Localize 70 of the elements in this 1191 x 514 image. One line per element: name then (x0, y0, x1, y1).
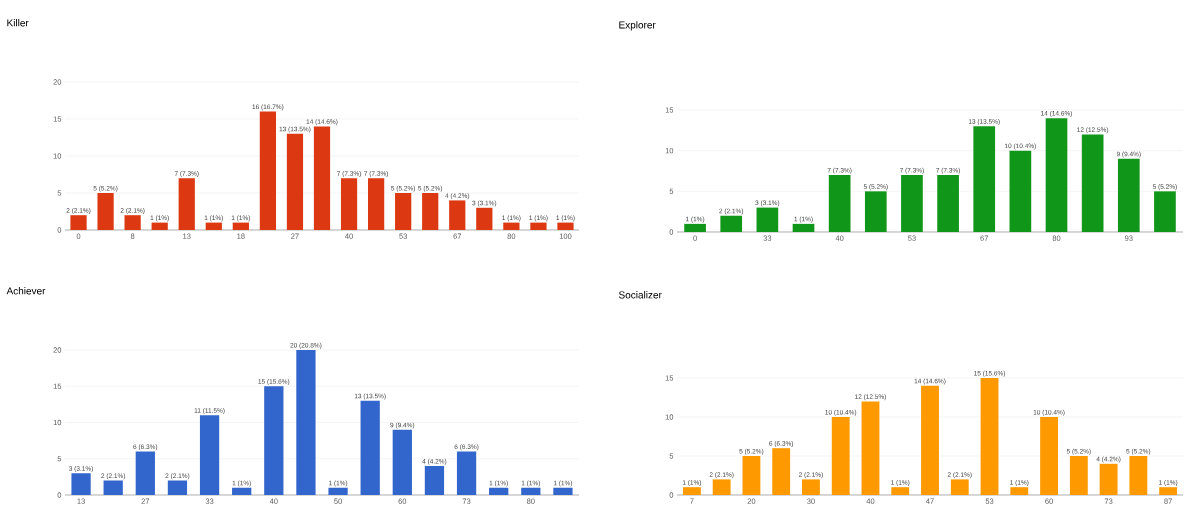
bar (682, 487, 701, 495)
bar (756, 207, 779, 232)
bar (1159, 487, 1178, 495)
bar (367, 178, 385, 230)
bar (313, 126, 331, 230)
bar (973, 126, 996, 232)
bar (70, 215, 87, 230)
bar (1099, 463, 1118, 495)
bar (1040, 417, 1058, 495)
bar (360, 400, 380, 495)
bar (712, 479, 731, 495)
bar (828, 175, 851, 232)
bar (503, 222, 520, 230)
bar (151, 222, 168, 230)
bar (395, 192, 412, 230)
bar (980, 378, 999, 495)
chart-title: Killer (7, 19, 29, 27)
bar (1154, 191, 1176, 232)
bar (178, 178, 195, 230)
bar (1045, 118, 1068, 232)
bar (71, 473, 91, 495)
bar (1010, 487, 1029, 495)
bar (199, 415, 220, 495)
bar (264, 386, 284, 495)
bar (861, 401, 880, 495)
bar (1081, 134, 1104, 232)
bar (340, 178, 358, 230)
bar (792, 223, 815, 232)
bar (937, 175, 959, 232)
bar (530, 222, 547, 230)
bar (422, 192, 439, 230)
bar (557, 222, 574, 230)
bar (232, 487, 252, 495)
chart-title: Achiever (6, 287, 46, 295)
bar (1069, 456, 1088, 495)
bar (328, 487, 348, 495)
bar (831, 417, 850, 495)
bar (950, 479, 969, 495)
bar (1009, 150, 1032, 232)
bar (742, 456, 761, 495)
bar (456, 451, 477, 495)
chart-title: Socializer (619, 291, 662, 299)
bar (476, 207, 493, 230)
bar (684, 223, 706, 232)
bar (772, 448, 791, 495)
bar (489, 487, 509, 495)
bar (921, 385, 939, 495)
bar (205, 222, 222, 230)
bar (720, 215, 743, 232)
bar (553, 487, 573, 495)
bar (259, 111, 277, 230)
bar (1129, 456, 1148, 495)
bar (802, 479, 820, 495)
bar (232, 222, 249, 230)
bar (392, 429, 412, 495)
bar (901, 175, 923, 232)
bar (424, 466, 445, 495)
bar (296, 350, 316, 495)
bar (449, 200, 466, 230)
bar (891, 487, 910, 495)
bar (167, 480, 188, 495)
bar (124, 215, 141, 230)
chart-title: Explorer (619, 21, 656, 31)
bar (864, 191, 887, 232)
bar (1117, 158, 1140, 232)
bar (103, 480, 123, 495)
bar (135, 451, 155, 495)
bar (97, 192, 114, 230)
bar (521, 487, 541, 495)
bar (286, 133, 304, 230)
